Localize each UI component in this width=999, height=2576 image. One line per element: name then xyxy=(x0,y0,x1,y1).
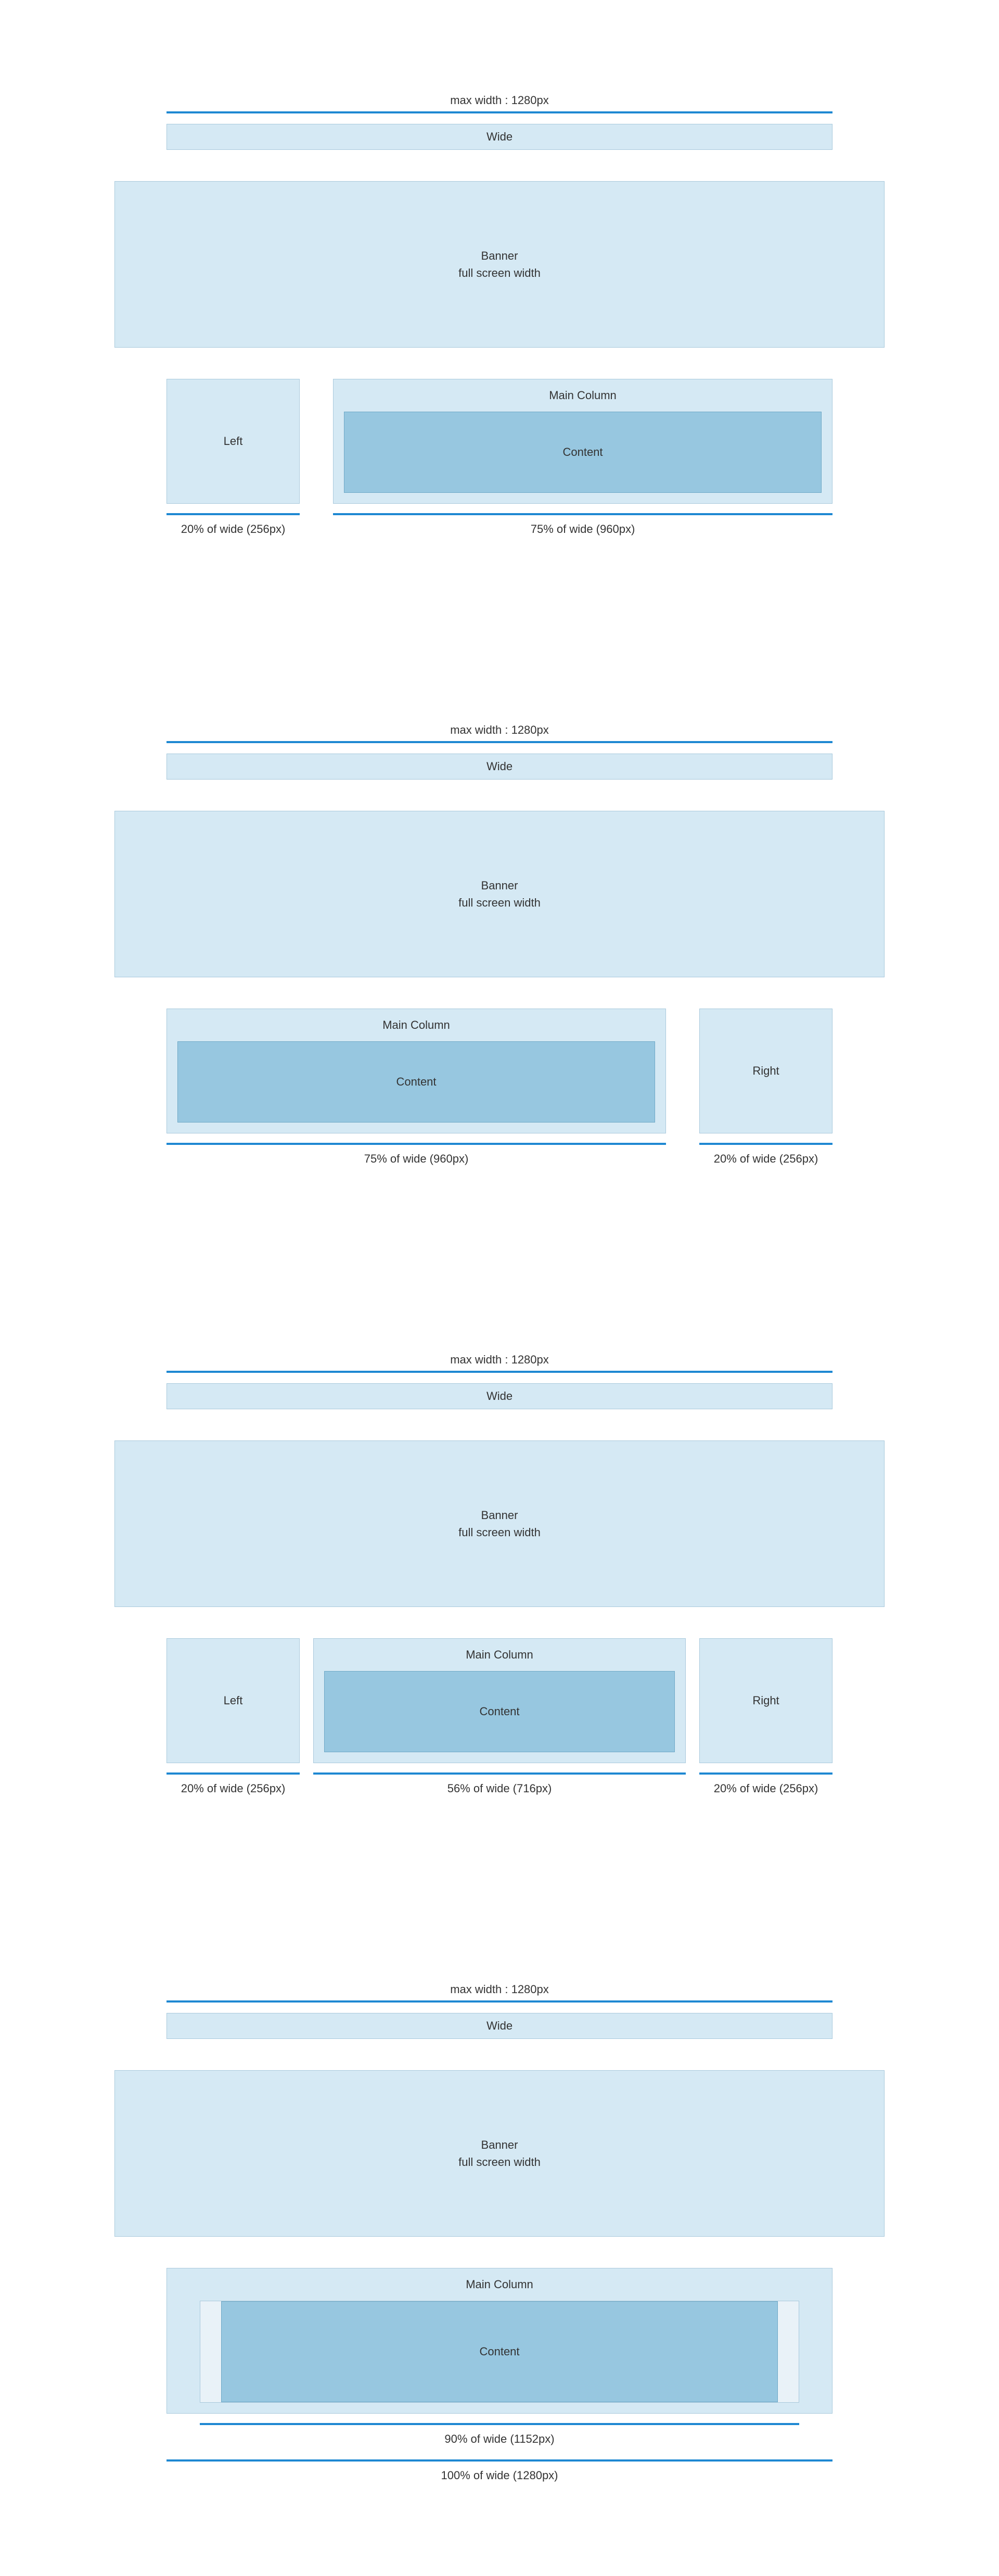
banner-box: Bannerfull screen width xyxy=(114,181,885,348)
caption-row: 20% of wide (256px) 75% of wide (960px) xyxy=(166,513,832,536)
max-width-label: max width : 1280px xyxy=(0,94,999,107)
max-width-rule xyxy=(166,111,832,113)
right-column: Right xyxy=(699,1009,832,1133)
left-label: Left xyxy=(224,1694,243,1707)
banner-box: Bannerfull screen width xyxy=(114,2070,885,2237)
caption-row-inner: 90% of wide (1152px) xyxy=(200,2423,799,2446)
layout-section-single: max width : 1280px Wide Bannerfull screen … xyxy=(0,1889,999,2576)
main-column: Main Column Content xyxy=(313,1638,686,1763)
caption-col: 56% of wide (716px) xyxy=(313,1772,686,1795)
content-box: Content xyxy=(324,1671,675,1752)
left-column: Left xyxy=(166,1638,300,1763)
caption-label: 20% of wide (256px) xyxy=(714,1782,818,1795)
main-column: Main Column Content xyxy=(166,1009,666,1133)
content-shell: Content xyxy=(167,1041,665,1133)
max-width-label: max width : 1280px xyxy=(0,1983,999,1996)
main-column-label: Main Column xyxy=(466,1639,533,1671)
right-column: Right xyxy=(699,1638,832,1763)
main-column: Main Column Content xyxy=(333,379,832,504)
right-label: Right xyxy=(752,1694,779,1707)
content-wrap: Content xyxy=(167,2301,832,2413)
caption-rule xyxy=(166,2459,832,2462)
left-label: Left xyxy=(224,435,243,448)
banner-line2: full screen width xyxy=(458,1524,541,1541)
content-box: Content xyxy=(344,412,822,493)
caption-rule xyxy=(699,1143,832,1145)
content-label: Content xyxy=(562,445,603,459)
wide-box: Wide xyxy=(166,1383,832,1409)
content-box: Content xyxy=(177,1041,655,1123)
caption-col: 100% of wide (1280px) xyxy=(166,2459,832,2482)
caption-label: 20% of wide (256px) xyxy=(181,1782,286,1795)
caption-rule xyxy=(333,513,832,515)
content-box: Content xyxy=(221,2301,778,2402)
wide-box: Wide xyxy=(166,2013,832,2039)
caption-col: 90% of wide (1152px) xyxy=(200,2423,799,2446)
content-outer: Content xyxy=(200,2301,799,2403)
caption-label: 56% of wide (716px) xyxy=(447,1782,552,1795)
banner-line2: full screen width xyxy=(458,894,541,911)
right-label: Right xyxy=(752,1064,779,1078)
wide-box: Wide xyxy=(166,124,832,150)
caption-label: 75% of wide (960px) xyxy=(531,522,635,536)
banner-line2: full screen width xyxy=(458,264,541,282)
caption-col: 20% of wide (256px) xyxy=(699,1772,832,1795)
content-shell: Content xyxy=(314,1671,685,1763)
max-width-label: max width : 1280px xyxy=(0,1353,999,1367)
caption-col: 75% of wide (960px) xyxy=(166,1143,666,1166)
layout-section-left-main-right: max width : 1280px Wide Bannerfull screen … xyxy=(0,1259,999,1889)
main-column-label: Main Column xyxy=(382,1009,450,1041)
caption-label: 20% of wide (256px) xyxy=(714,1152,818,1166)
banner-box: Bannerfull screen width xyxy=(114,1440,885,1607)
content-shell: Content xyxy=(334,412,832,503)
caption-label: 20% of wide (256px) xyxy=(181,522,286,536)
wide-label: Wide xyxy=(486,2019,513,2033)
wide-box: Wide xyxy=(166,754,832,780)
left-column: Left xyxy=(166,379,300,504)
caption-label: 75% of wide (960px) xyxy=(364,1152,469,1166)
content-label: Content xyxy=(479,2345,519,2358)
columns-row: Main Column Content Right xyxy=(166,1009,832,1133)
caption-label: 100% of wide (1280px) xyxy=(441,2469,558,2482)
caption-row: 20% of wide (256px) 56% of wide (716px) 20… xyxy=(166,1772,832,1795)
banner-line1: Banner xyxy=(481,247,518,264)
max-width-label: max width : 1280px xyxy=(0,723,999,737)
main-column-label: Main Column xyxy=(549,379,617,412)
max-width-rule xyxy=(166,1371,832,1373)
caption-rule xyxy=(166,1143,666,1145)
content-label: Content xyxy=(396,1075,436,1089)
caption-col: 20% of wide (256px) xyxy=(166,1772,300,1795)
caption-row-outer: 100% of wide (1280px) xyxy=(166,2459,832,2482)
wide-label: Wide xyxy=(486,1389,513,1403)
caption-col: 20% of wide (256px) xyxy=(166,513,300,536)
max-width-rule xyxy=(166,741,832,743)
banner-line2: full screen width xyxy=(458,2153,541,2171)
main-column: Main Column Content xyxy=(166,2268,832,2414)
content-label: Content xyxy=(479,1705,519,1718)
caption-rule xyxy=(699,1772,832,1775)
caption-label: 90% of wide (1152px) xyxy=(444,2432,554,2446)
wide-label: Wide xyxy=(486,760,513,773)
caption-rule xyxy=(313,1772,686,1775)
caption-rule xyxy=(166,513,300,515)
caption-rule xyxy=(166,1772,300,1775)
caption-col: 75% of wide (960px) xyxy=(333,513,832,536)
caption-rule xyxy=(200,2423,799,2425)
columns-row: Left Main Column Content Right xyxy=(166,1638,832,1763)
banner-line1: Banner xyxy=(481,877,518,894)
caption-row: 75% of wide (960px) 20% of wide (256px) xyxy=(166,1143,832,1166)
layout-section-main-right: max width : 1280px Wide Bannerfull screen … xyxy=(0,630,999,1259)
layout-section-left-main: max width : 1280px Wide Bannerfull screen … xyxy=(0,0,999,630)
wide-label: Wide xyxy=(486,130,513,144)
columns-row: Left Main Column Content xyxy=(166,379,832,504)
banner-line1: Banner xyxy=(481,2136,518,2153)
max-width-rule xyxy=(166,2000,832,2003)
banner-box: Bannerfull screen width xyxy=(114,811,885,977)
main-column-label: Main Column xyxy=(466,2268,533,2301)
caption-col: 20% of wide (256px) xyxy=(699,1143,832,1166)
banner-line1: Banner xyxy=(481,1507,518,1524)
